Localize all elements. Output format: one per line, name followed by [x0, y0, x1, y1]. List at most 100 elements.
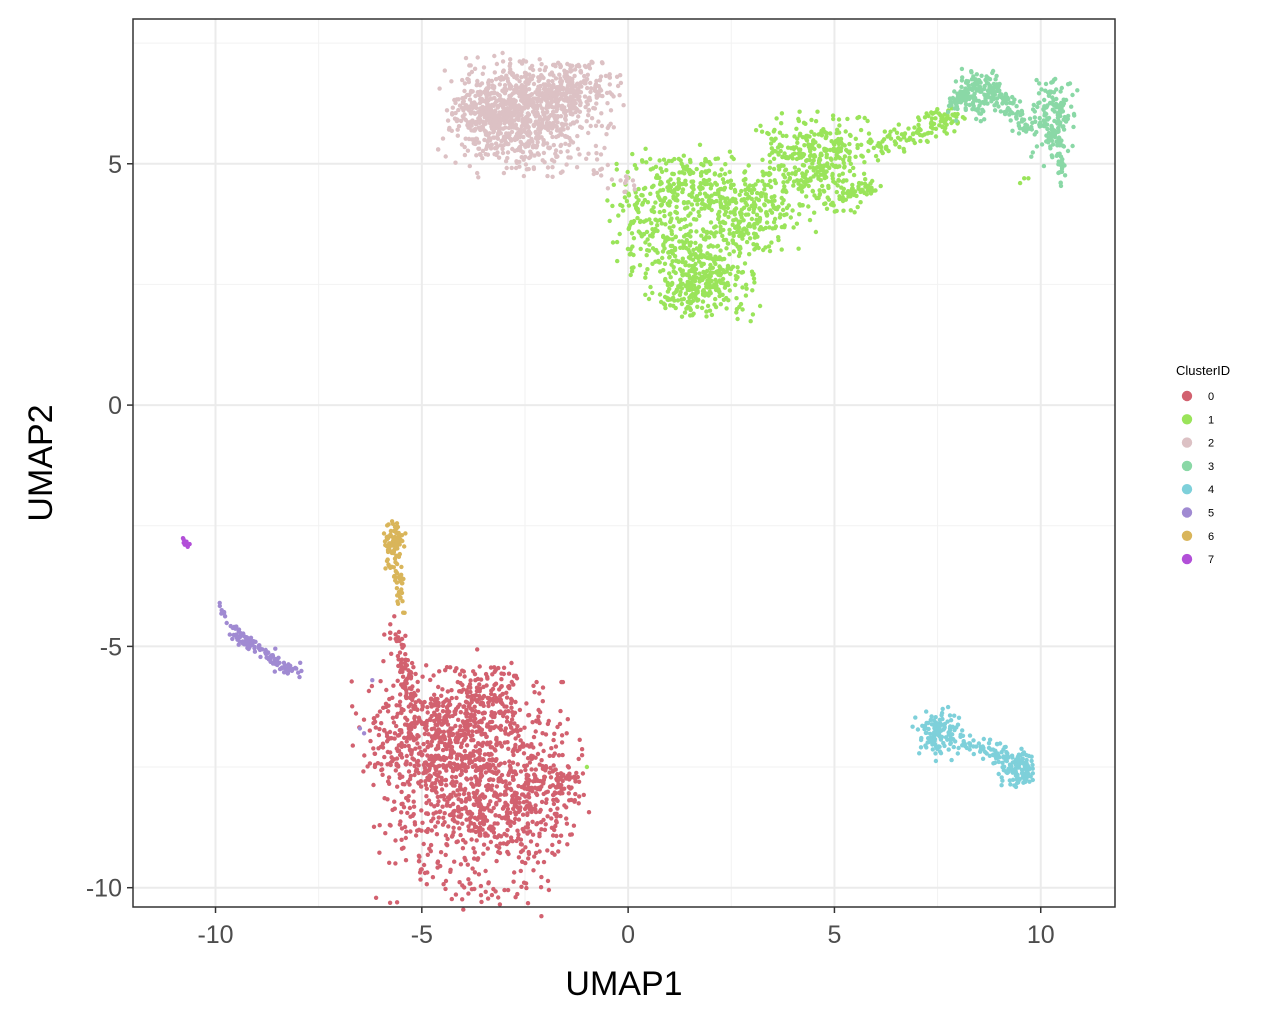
cluster-1-point: [653, 164, 659, 169]
cluster-1-point: [878, 183, 883, 189]
cluster-2-point: [585, 72, 590, 78]
cluster-1-point: [842, 154, 848, 159]
cluster-1-point: [764, 220, 770, 225]
cluster-0-point: [386, 775, 392, 780]
cluster-2-point: [460, 96, 465, 101]
cluster-2-point: [460, 114, 465, 119]
cluster-0-point: [487, 777, 492, 783]
cluster-1-point: [693, 196, 698, 201]
cluster-0-point: [497, 902, 503, 907]
cluster-1-point: [646, 296, 652, 302]
cluster-1-point: [697, 213, 702, 218]
cluster-1-point: [777, 215, 783, 220]
cluster-0-point: [503, 731, 508, 736]
cluster-3-point: [974, 81, 979, 87]
cluster-0-point: [394, 756, 400, 761]
cluster-0-point: [483, 889, 488, 894]
cluster-3-point: [992, 108, 998, 113]
cluster-1-point: [771, 220, 777, 225]
cluster-2-point: [589, 116, 595, 121]
cluster-1-point: [655, 228, 660, 234]
cluster-0-point: [466, 731, 471, 736]
cluster-1-point: [705, 303, 711, 309]
cluster-0-point: [511, 806, 516, 811]
cluster-2-point: [540, 106, 545, 111]
cluster-2-point: [472, 66, 478, 72]
cluster-0-point: [455, 839, 460, 844]
cluster-0-point: [404, 753, 409, 759]
cluster-1-point: [933, 116, 938, 121]
cluster-3-point: [1019, 108, 1024, 114]
cluster-1-point: [727, 169, 732, 175]
cluster-1-point: [737, 247, 742, 252]
cluster-0-point: [539, 799, 545, 805]
cluster-1-point: [668, 275, 673, 280]
cluster-1-point: [693, 271, 698, 276]
cluster-2-point: [557, 88, 562, 93]
cluster-1-point: [733, 217, 739, 222]
cluster-2-point: [583, 64, 589, 70]
cluster-4-point: [950, 732, 955, 737]
cluster-0-point: [579, 753, 585, 758]
cluster-4-point: [956, 715, 962, 720]
cluster-0-point: [457, 826, 462, 831]
cluster-0-point: [444, 803, 450, 808]
cluster-4-point: [924, 720, 929, 726]
cluster-1-point: [769, 136, 774, 141]
cluster-0-point: [406, 743, 411, 749]
cluster-0-point: [463, 768, 469, 774]
cluster-1-point: [673, 289, 679, 294]
cluster-2-point: [548, 97, 554, 102]
cluster-1-point: [712, 191, 717, 196]
cluster-0-point: [545, 878, 551, 884]
cluster-1-point: [730, 238, 735, 243]
cluster-0-point: [576, 756, 581, 762]
cluster-0-point: [387, 822, 392, 828]
cluster-1-point: [696, 209, 701, 215]
cluster-0-point: [369, 683, 375, 689]
cluster-1-point: [734, 310, 739, 315]
cluster-0-point: [509, 838, 514, 843]
cluster-1-point: [726, 214, 731, 220]
cluster-1-point: [745, 196, 750, 201]
cluster-1-point: [717, 209, 722, 214]
cluster-0-point: [479, 768, 484, 773]
cluster-0-point: [505, 887, 511, 893]
cluster-1-point: [749, 216, 755, 222]
cluster-0-point: [472, 704, 477, 709]
cluster-1-point: [629, 231, 635, 236]
cluster-1-point: [794, 126, 799, 131]
cluster-1-point: [670, 171, 675, 176]
cluster-0-point: [517, 800, 522, 805]
cluster-1-point: [677, 183, 682, 188]
cluster-3-point: [994, 82, 1000, 87]
cluster-1-point: [879, 144, 884, 150]
cluster-3-point: [1032, 115, 1038, 120]
cluster-1-point: [709, 312, 715, 318]
cluster-1-point: [855, 115, 860, 121]
cluster-2-point: [570, 140, 576, 145]
cluster-0-point: [458, 832, 463, 838]
cluster-0-point: [527, 760, 533, 765]
cluster-2-point: [482, 105, 487, 111]
cluster-1-point: [853, 154, 858, 159]
cluster-2-point: [478, 106, 483, 111]
cluster-0-point: [549, 825, 555, 830]
cluster-2-point: [491, 126, 496, 131]
cluster-2-point: [508, 67, 513, 72]
cluster-0-point: [429, 702, 434, 707]
cluster-0-point: [490, 686, 496, 692]
cluster-0-point: [485, 676, 490, 681]
cluster-0-point: [511, 752, 516, 758]
cluster-0-point: [504, 719, 510, 724]
cluster-0-point: [400, 674, 406, 679]
cluster-0-point: [453, 723, 458, 729]
cluster-1-point: [680, 268, 685, 273]
cluster-2-point: [511, 125, 517, 130]
cluster-1-point: [733, 189, 738, 194]
cluster-0-point: [398, 692, 403, 697]
cluster-0-point: [543, 732, 549, 737]
cluster-1-point: [666, 158, 672, 164]
cluster-3-point: [1030, 107, 1036, 112]
cluster-2-point: [497, 93, 502, 99]
